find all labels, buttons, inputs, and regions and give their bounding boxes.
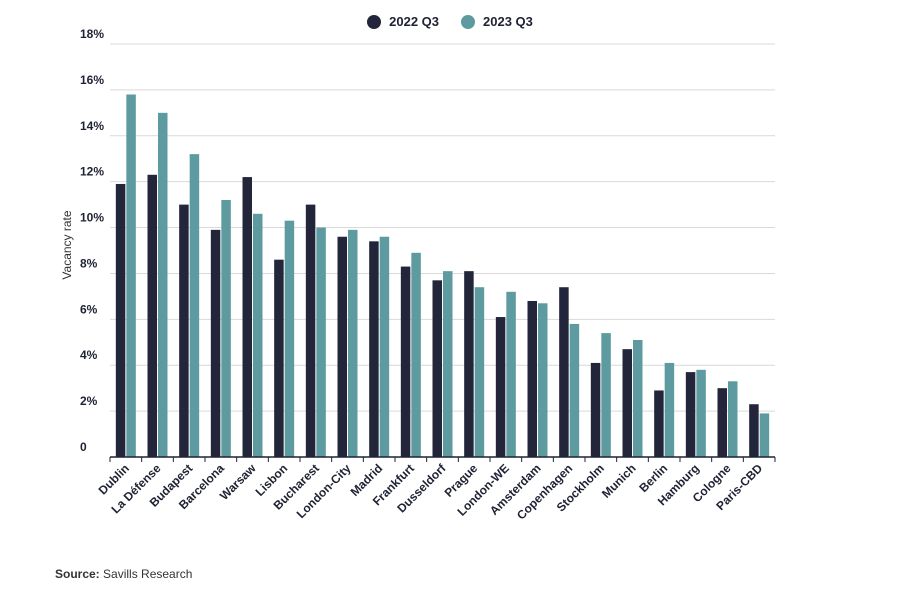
bar-2023-q3-munich (633, 339, 643, 457)
bar-2022-q3-madrid (369, 241, 379, 457)
bar-2022-q3-dusseldorf (432, 280, 442, 457)
bar-2022-q3-cologne (717, 388, 727, 457)
x-tick-label: Warsaw (217, 461, 259, 503)
bar-2023-q3-la-d-fense (158, 112, 168, 457)
legend-label-2022-q3: 2022 Q3 (389, 14, 439, 29)
y-tick-label: 14% (80, 119, 104, 133)
legend-label-2023-q3: 2023 Q3 (483, 14, 533, 29)
legend-swatch-2023-q3 (461, 14, 475, 29)
bar-2023-q3-cologne (728, 381, 738, 457)
bar-2023-q3-berlin (664, 362, 675, 457)
bar-2022-q3-warsaw (242, 177, 252, 458)
bar-2022-q3-prague (464, 271, 474, 457)
grid-lines (110, 43, 775, 412)
bar-2022-q3-copenhagen (559, 287, 569, 457)
bar-2023-q3-warsaw (253, 213, 263, 457)
bar-2023-q3-prague (474, 287, 485, 457)
bar-2022-q3-berlin (654, 390, 664, 457)
bar-2022-q3-stockholm (590, 362, 601, 457)
bar-2022-q3-amsterdam (527, 300, 537, 457)
bars (115, 94, 770, 458)
source-text: Savills Research (103, 567, 193, 581)
bar-2022-q3-dublin (115, 183, 126, 457)
bar-2023-q3-madrid (379, 236, 390, 457)
bar-2022-q3-london-we (495, 317, 506, 457)
bar-2023-q3-copenhagen (569, 323, 580, 457)
y-tick-label: 12% (80, 165, 104, 179)
source-note: Source: Savills Research (55, 567, 192, 581)
bar-2022-q3-lisbon (274, 259, 284, 457)
y-axis-ticks: 0 2% 4% 6% 8% 10% 12% 14% 16% 18% (80, 27, 104, 454)
bar-2023-q3-dublin (126, 94, 136, 457)
chart-legend: 2022 Q3 2023 Q3 (0, 14, 900, 29)
source-label: Source: (55, 567, 100, 581)
bar-2022-q3-munich (622, 349, 632, 457)
y-tick-label: 0 (80, 440, 87, 454)
bar-2023-q3-bucharest (316, 227, 326, 457)
bar-2023-q3-paris-cbd (759, 413, 770, 457)
y-tick-label: 18% (80, 27, 104, 41)
bar-2022-q3-barcelona (210, 229, 221, 457)
legend-swatch-2022-q3 (367, 14, 382, 29)
bar-2023-q3-hamburg (696, 369, 706, 457)
bar-2023-q3-frankfurt (411, 252, 421, 457)
bar-2023-q3-lisbon (284, 220, 295, 457)
bar-2022-q3-budapest (179, 204, 189, 457)
bar-2023-q3-barcelona (221, 200, 231, 457)
legend-item-2023-q3: 2023 Q3 (461, 14, 533, 29)
x-tick-label: Munich (599, 461, 639, 501)
y-axis-label: Vacancy rate (60, 210, 74, 279)
y-tick-label: 16% (80, 73, 104, 87)
bar-2023-q3-stockholm (601, 333, 611, 457)
bar-2022-q3-bucharest (305, 204, 316, 457)
bar-2022-q3-paris-cbd (749, 404, 759, 457)
bar-2023-q3-dusseldorf (443, 271, 453, 457)
bar-2022-q3-hamburg (685, 372, 696, 457)
y-tick-label: 10% (80, 211, 104, 225)
bar-2023-q3-budapest (189, 154, 200, 457)
bar-2022-q3-london-city (337, 236, 347, 457)
bar-2022-q3-frankfurt (400, 266, 411, 457)
bar-2022-q3-la-d-fense (147, 174, 157, 458)
y-tick-label: 8% (80, 256, 98, 270)
y-tick-label: 4% (80, 348, 98, 362)
x-axis-ticks (109, 457, 776, 462)
bar-2023-q3-london-city (348, 229, 358, 457)
bar-2023-q3-amsterdam (538, 303, 548, 457)
y-tick-label: 6% (80, 302, 98, 316)
bar-2023-q3-london-we (506, 291, 516, 457)
y-tick-label: 2% (80, 394, 98, 408)
legend-item-2022-q3: 2022 Q3 (367, 14, 439, 29)
